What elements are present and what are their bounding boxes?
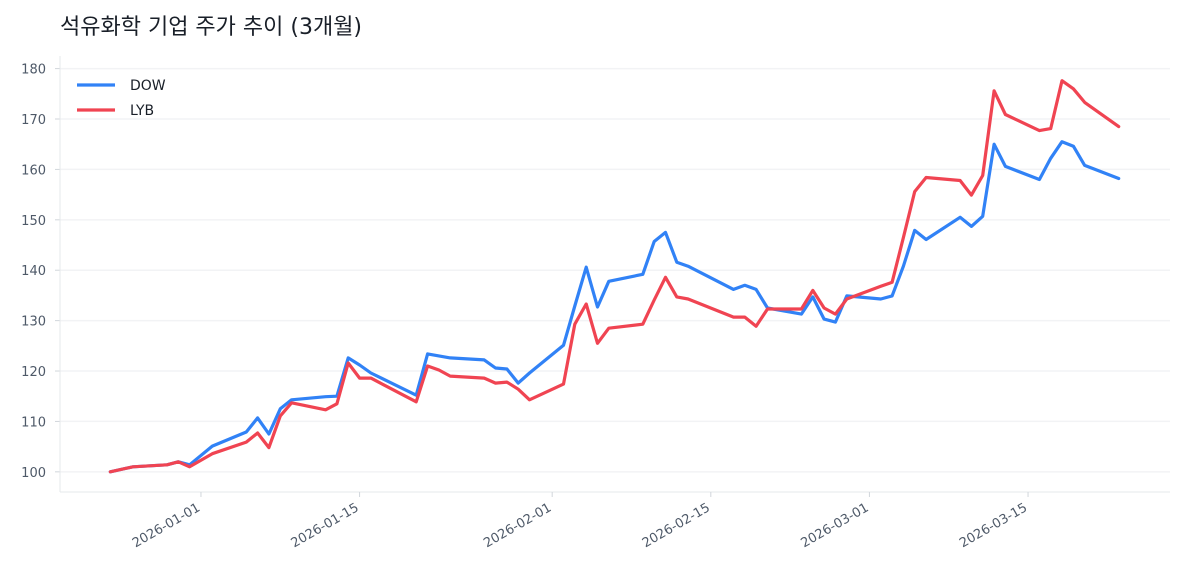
y-tick-label: 130 <box>21 315 46 330</box>
y-tick-label: 160 <box>21 163 46 178</box>
y-tick-label: 170 <box>21 113 46 128</box>
y-tick-label: 120 <box>21 365 46 380</box>
series-line-dow <box>108 140 1121 474</box>
legend: DOW LYB <box>77 78 166 119</box>
legend-label-lyb: LYB <box>130 103 154 119</box>
series-line-lyb <box>108 79 1121 474</box>
x-tick-label: 2026-01-01 <box>130 500 203 551</box>
x-tick-label: 2026-03-15 <box>957 500 1030 551</box>
x-tick-label: 2026-02-01 <box>481 500 554 551</box>
y-tick-label: 140 <box>21 264 46 279</box>
series-lines <box>108 79 1121 474</box>
legend-label-dow: DOW <box>130 78 166 94</box>
y-tick-label: 100 <box>21 466 46 481</box>
y-tick-label: 180 <box>21 63 46 78</box>
chart-title: 석유화학 기업 주가 추이 (3개월) <box>60 15 362 40</box>
y-tick-label: 150 <box>21 214 46 229</box>
x-tick-label: 2026-02-15 <box>640 500 713 551</box>
y-tick-label: 110 <box>21 415 46 430</box>
x-tick-label: 2026-01-15 <box>289 500 362 551</box>
gridlines <box>60 67 1170 473</box>
x-tick-label: 2026-03-01 <box>798 500 871 551</box>
